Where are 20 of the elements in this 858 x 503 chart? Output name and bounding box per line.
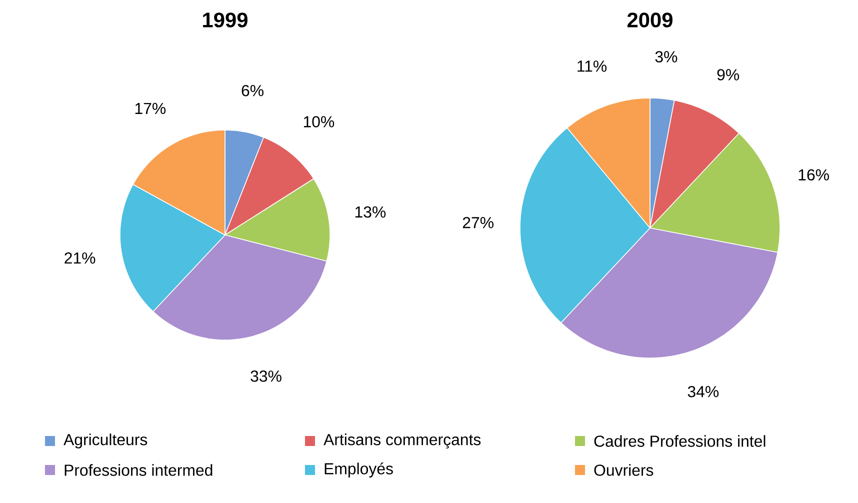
legend-label: Cadres Professions intel <box>594 435 766 447</box>
chart-title: 1999 <box>203 12 248 28</box>
legend-label: Employés <box>324 462 393 478</box>
legend-label: Agriculteurs <box>64 434 148 448</box>
legend-label: Artisans commerçants <box>324 434 481 448</box>
data-label: 9% <box>717 69 740 80</box>
legend-label: Ouvriers <box>594 464 654 476</box>
data-label: 16% <box>798 169 829 180</box>
data-label: 33% <box>250 370 282 382</box>
data-label: 17% <box>135 102 166 114</box>
legend-label: Professions intermed <box>64 464 212 476</box>
data-label: 6% <box>242 84 264 96</box>
data-label: 21% <box>64 252 96 264</box>
chart-title: 2009 <box>627 12 672 28</box>
data-label: 34% <box>688 386 719 398</box>
data-label: 11% <box>578 60 607 72</box>
data-label: 10% <box>304 116 334 128</box>
data-label: 27% <box>462 216 494 228</box>
data-label: 13% <box>355 206 386 218</box>
data-label: 3% <box>655 51 678 62</box>
